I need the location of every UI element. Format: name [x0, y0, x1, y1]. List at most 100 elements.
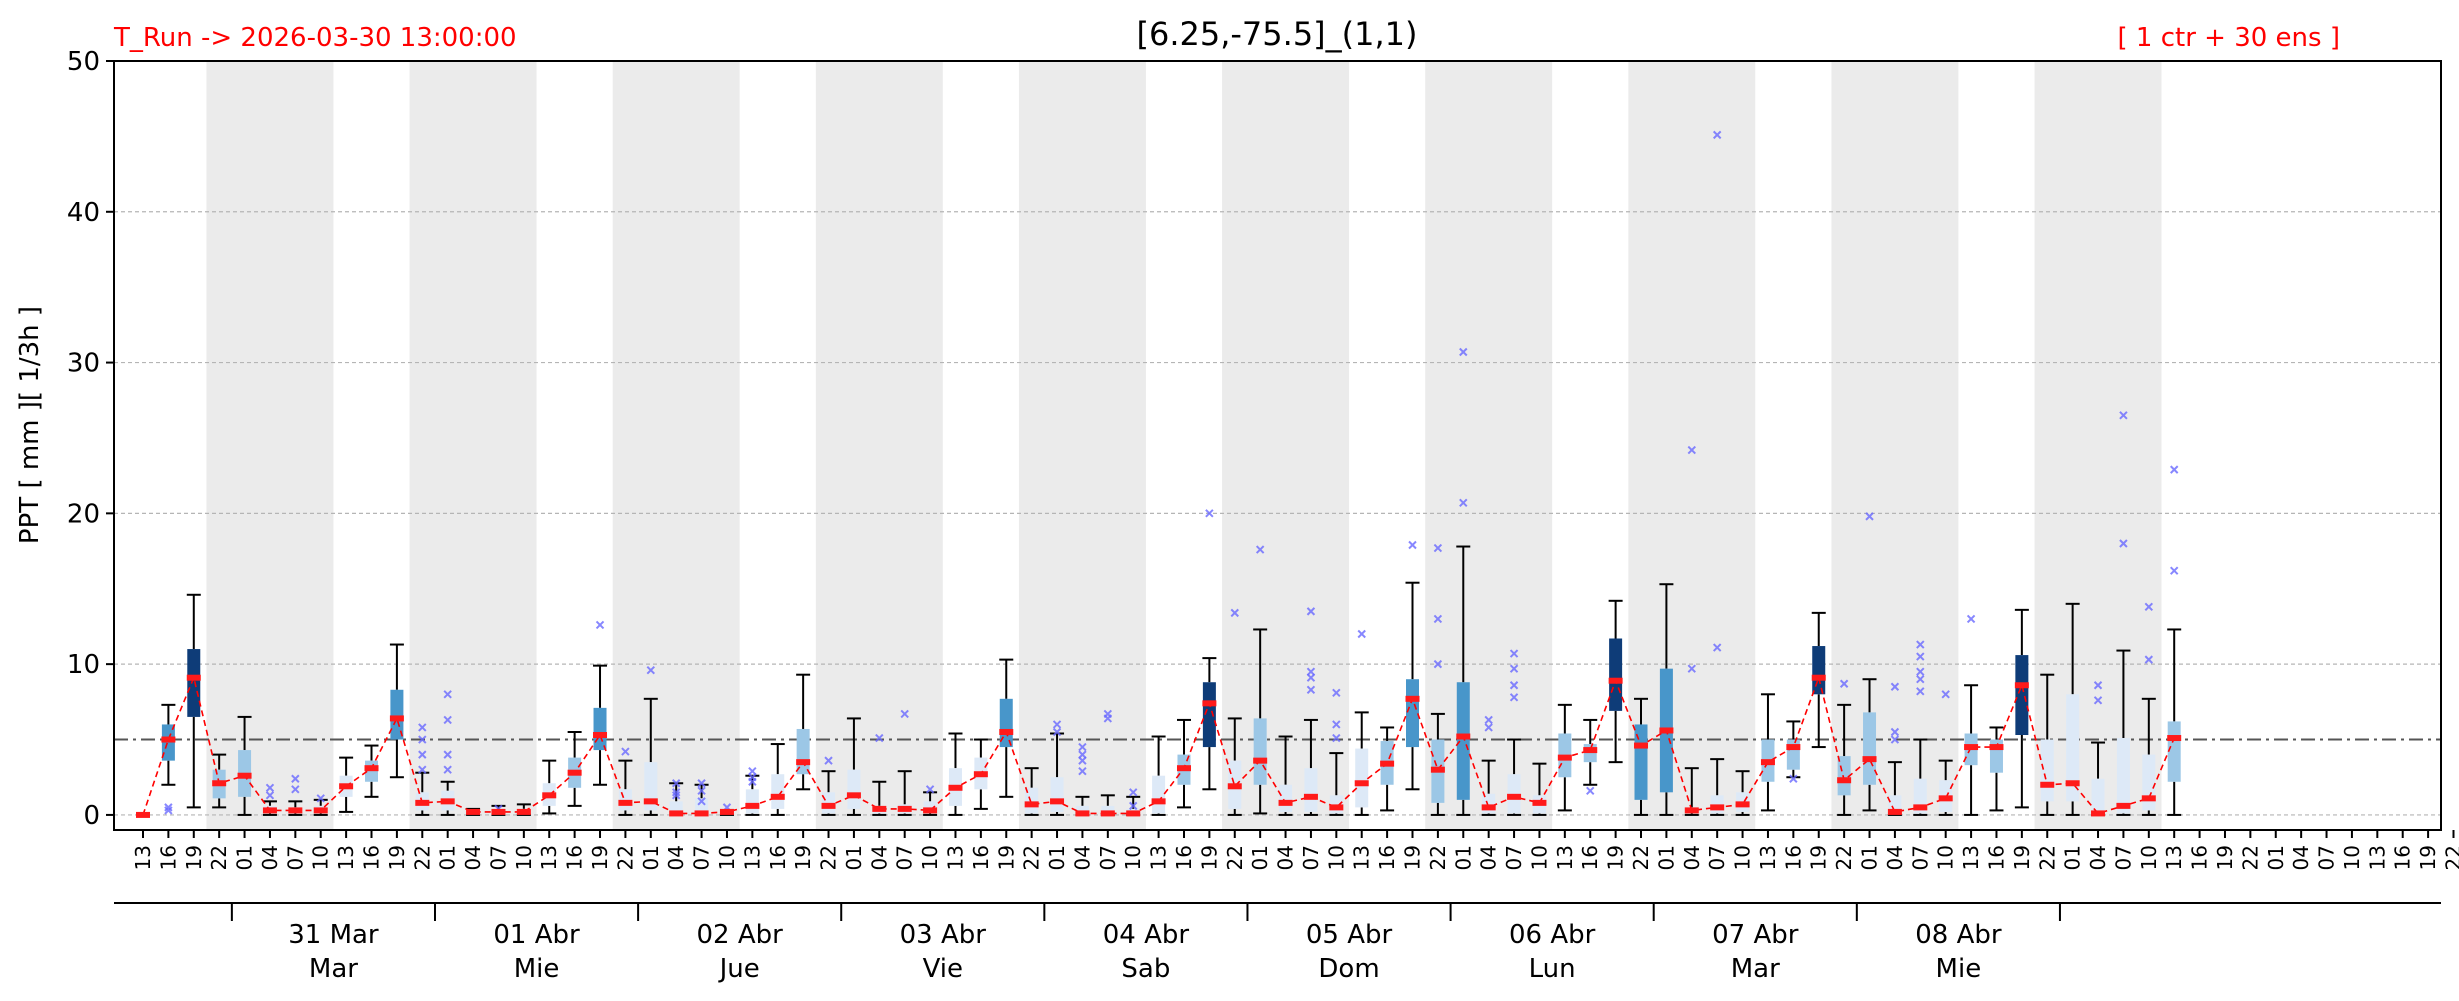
- outlier-point: [2093, 681, 2103, 690]
- x-hour-label: 01: [233, 845, 257, 870]
- outlier-point: [900, 709, 909, 719]
- x-hour-label: 07: [893, 845, 917, 870]
- day-date-label: 01 Abr: [493, 920, 580, 950]
- x-hour-label: 22: [817, 845, 841, 870]
- median-marker: [364, 765, 379, 772]
- x-hour-label: 04: [1883, 845, 1907, 870]
- box-whisker: [846, 717, 861, 816]
- outlier-point: [748, 777, 757, 786]
- night-shade-band: [612, 61, 740, 830]
- x-hour-label: 01: [1858, 845, 1882, 870]
- median-marker: [186, 674, 201, 681]
- box: [1253, 718, 1267, 785]
- median-marker: [796, 759, 811, 766]
- x-axis-hour-ticks: 13 16 19 22 01 04 07 10 13 16 19 22 01 04 07 10 13 16 19 22…: [131, 830, 2459, 870]
- x-hour-label: 10: [1121, 845, 1145, 870]
- night-shade-band: [1425, 61, 1553, 830]
- median-marker: [1583, 747, 1598, 754]
- day-weekday-label: Lun: [1529, 954, 1576, 984]
- x-hour-label: 19: [994, 845, 1018, 870]
- outlier-point: [443, 690, 452, 699]
- x-hour-label: 16: [766, 845, 790, 870]
- x-hour-label: 13: [131, 845, 155, 870]
- x-hour-label: 10: [1934, 845, 1958, 870]
- box: [2142, 754, 2156, 811]
- day-weekday-label: Dom: [1318, 954, 1379, 984]
- box: [745, 789, 759, 814]
- x-hour-label: 16: [563, 845, 587, 870]
- outlier-markers: [164, 130, 2179, 815]
- outlier-point: [418, 723, 427, 732]
- outlier-point: [164, 803, 173, 812]
- median-marker: [593, 732, 608, 739]
- box-whisker: [567, 730, 582, 807]
- median-marker: [2040, 781, 2055, 788]
- median-marker: [466, 808, 481, 815]
- outlier-point: [418, 765, 427, 774]
- box: [2015, 655, 2029, 736]
- median-marker: [1126, 810, 1141, 817]
- night-shade-band: [2034, 61, 2162, 830]
- outlier-point: [1890, 727, 1900, 737]
- box: [2040, 739, 2054, 802]
- median-marker: [2141, 795, 2156, 802]
- median-marker: [237, 772, 252, 779]
- median-marker: [1100, 810, 1115, 817]
- median-marker: [770, 793, 785, 800]
- day-date-label: 03 Abr: [900, 920, 987, 950]
- outlier-point: [646, 665, 656, 675]
- median-marker: [1659, 727, 1674, 734]
- box: [847, 769, 861, 809]
- median-marker: [2014, 682, 2029, 689]
- x-hour-label: 10: [2340, 845, 2364, 870]
- box: [2167, 721, 2181, 782]
- x-hour-label: 04: [1477, 845, 1501, 870]
- box-whisker: [1608, 599, 1623, 764]
- x-hour-label: 13: [2162, 845, 2186, 870]
- x-hour-label: 01: [1451, 845, 1475, 870]
- outlier-point: [2169, 465, 2179, 474]
- median-marker: [1380, 760, 1395, 767]
- outlier-point: [697, 797, 706, 806]
- median-marker: [161, 736, 176, 743]
- ensemble-count-label: [ 1 ctr + 30 ens ]: [2118, 23, 2341, 53]
- outlier-point: [1509, 664, 1519, 673]
- box-whisker: [1989, 726, 2004, 812]
- outlier-point: [1865, 512, 1874, 521]
- box-whisker: [1964, 684, 1979, 816]
- box-whisker: [186, 593, 201, 809]
- box: [1609, 638, 1623, 711]
- x-hour-label: 22: [1020, 845, 1044, 870]
- median-marker: [516, 808, 531, 815]
- outlier-point: [697, 786, 706, 796]
- day-date-label: 31 Mar: [288, 920, 379, 950]
- box: [1202, 682, 1216, 748]
- box: [1888, 795, 1902, 814]
- box: [1355, 748, 1369, 808]
- day-weekday-label: Mie: [1936, 954, 1982, 984]
- outlier-point: [1459, 347, 1468, 357]
- outlier-point: [1712, 130, 1722, 140]
- night-shade-band: [1831, 61, 1959, 830]
- y-tick-label: 30: [67, 349, 100, 379]
- outlier-point: [1916, 667, 1925, 676]
- outlier-point: [1890, 682, 1900, 691]
- outlier-point: [671, 791, 681, 800]
- x-hour-label: 13: [537, 845, 561, 870]
- median-marker: [1329, 804, 1344, 811]
- x-hour-label: 04: [1274, 845, 1298, 870]
- day-weekday-label: Jue: [718, 954, 760, 984]
- x-hour-label: 16: [1781, 845, 1805, 870]
- x-hour-label: 16: [2391, 845, 2415, 870]
- median-marker: [745, 802, 760, 809]
- outlier-point: [925, 785, 935, 794]
- outlier-point: [443, 765, 452, 774]
- x-hour-label: 19: [2416, 845, 2440, 870]
- box-whisker: [1760, 693, 1775, 812]
- outlier-point: [1052, 720, 1062, 729]
- x-hour-label: 07: [2111, 845, 2135, 870]
- x-hour-label: 07: [690, 845, 714, 870]
- median-marker: [1430, 766, 1445, 773]
- median-marker: [491, 808, 506, 815]
